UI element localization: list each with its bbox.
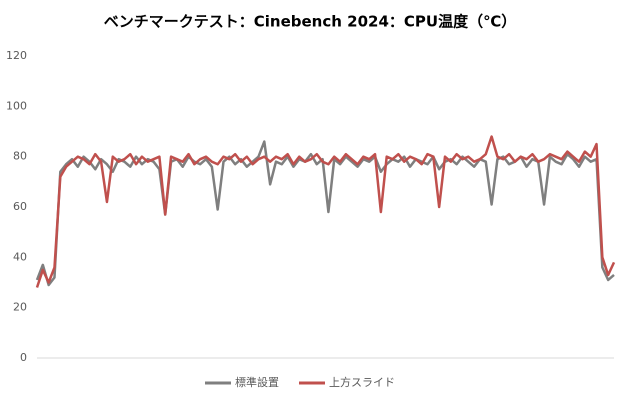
y-tick-label: 40 (13, 250, 27, 263)
y-tick-label: 0 (20, 351, 27, 364)
legend-label: 上方スライド (329, 375, 395, 389)
y-tick-label: 80 (13, 150, 27, 163)
y-tick-label: 100 (6, 99, 27, 112)
legend-label: 標準設置 (235, 375, 279, 389)
y-tick-label: 120 (6, 49, 27, 62)
y-tick-label: 60 (13, 200, 27, 213)
chart-title: ベンチマークテスト：Cinebench 2024：CPU温度（℃） (104, 13, 516, 31)
y-tick-label: 20 (13, 301, 27, 314)
series-line (35, 135, 616, 288)
